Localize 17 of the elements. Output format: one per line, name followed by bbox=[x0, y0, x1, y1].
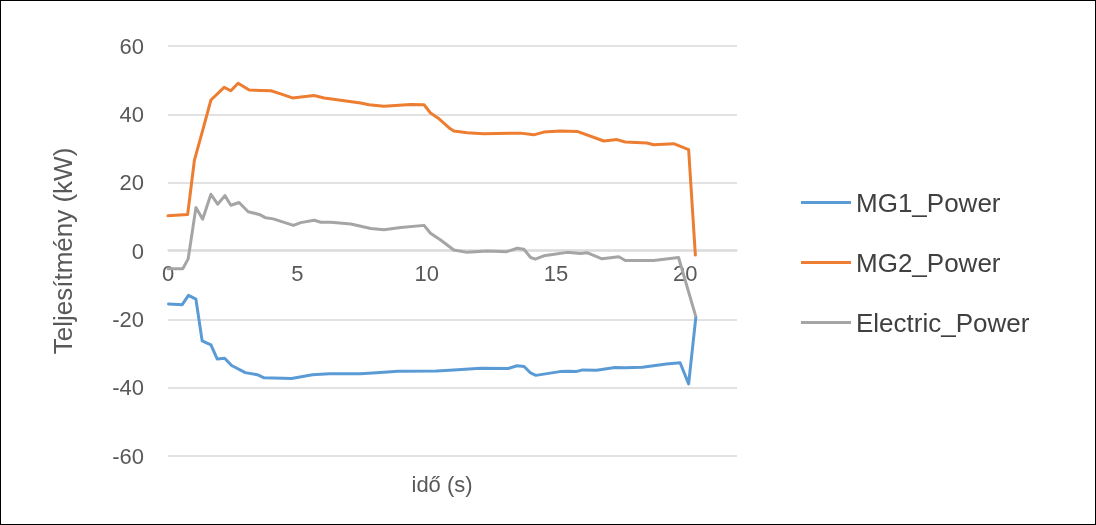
y-tick-label: 40 bbox=[119, 101, 144, 127]
line-series bbox=[167, 293, 698, 386]
x-tick-label: 15 bbox=[543, 260, 569, 286]
y-tick-label: -60 bbox=[112, 443, 144, 469]
line-series bbox=[166, 81, 697, 257]
x-tick-label: 5 bbox=[291, 260, 304, 286]
y-tick-label: -40 bbox=[112, 375, 144, 401]
legend-label: MG1_Power bbox=[856, 187, 1001, 218]
x-tick-label: 10 bbox=[414, 260, 439, 286]
x-axis-title: idő (s) bbox=[411, 471, 473, 497]
legend-label: MG2_Power bbox=[856, 247, 1001, 278]
y-tick-label: 20 bbox=[119, 170, 144, 196]
y-tick-label: -20 bbox=[112, 306, 144, 332]
y-axis-title: Teljesítmény (kW) bbox=[48, 147, 78, 355]
y-tick-label: 0 bbox=[131, 238, 144, 264]
legend-label: Electric_Power bbox=[856, 307, 1030, 338]
y-tick-label: 60 bbox=[119, 33, 144, 59]
